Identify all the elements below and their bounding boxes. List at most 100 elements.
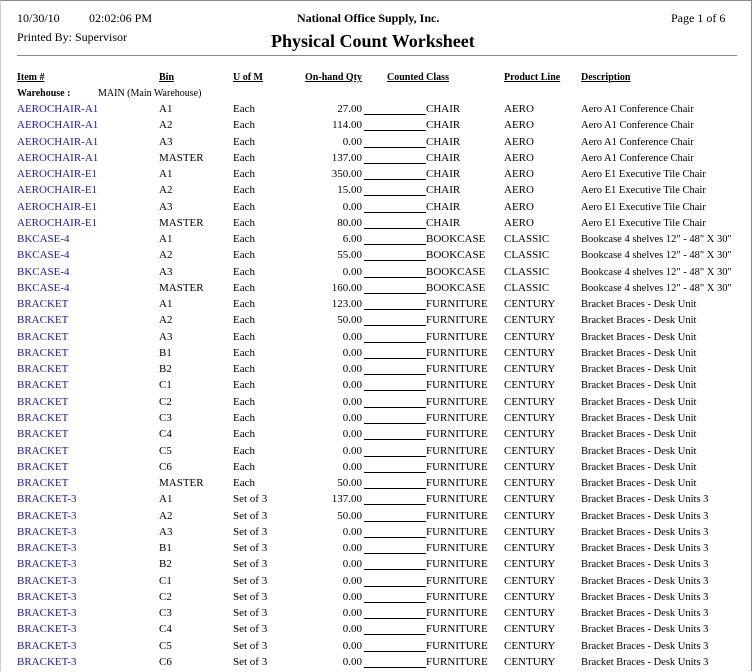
count-blank (364, 504, 426, 506)
product-line: CENTURY (504, 346, 556, 359)
count-blank (364, 341, 426, 343)
counted-class: FURNITURE (426, 314, 488, 327)
product-line: CENTURY (504, 363, 556, 376)
unit-of-measure: Each (233, 265, 255, 278)
item-number: BRACKET-3 (17, 525, 77, 538)
count-blank (364, 488, 426, 489)
product-line: AERO (504, 216, 534, 229)
item-number: AEROCHAIR-E1 (17, 216, 98, 229)
unit-of-measure: Each (233, 135, 255, 148)
bin: A3 (159, 330, 173, 343)
item-number: BRACKET (17, 460, 69, 473)
product-line: CENTURY (504, 330, 556, 343)
product-line: CLASSIC (504, 265, 550, 278)
bin: C1 (159, 574, 172, 587)
item-number: BRACKET-3 (17, 509, 77, 522)
on-hand-qty: 0.00 (342, 135, 362, 148)
bin: A2 (159, 249, 173, 262)
product-line: CENTURY (504, 428, 556, 441)
on-hand-qty: 0.00 (342, 330, 362, 343)
bin: A2 (159, 509, 173, 522)
product-line: CENTURY (504, 493, 556, 506)
count-blank (364, 357, 426, 359)
count-blank (364, 650, 426, 652)
counted-class: FURNITURE (426, 477, 488, 489)
unit-of-measure: Set of 3 (233, 655, 268, 668)
count-blank (364, 130, 426, 132)
item-number: BRACKET-3 (17, 623, 77, 636)
item-number: BRACKET (17, 314, 69, 327)
counted-class: FURNITURE (426, 623, 488, 636)
description: Bracket Braces - Desk Unit (581, 478, 697, 489)
unit-of-measure: Set of 3 (233, 493, 268, 506)
bin: A3 (159, 265, 173, 278)
count-blank (364, 520, 426, 522)
counted-class: CHAIR (426, 119, 461, 132)
count-blank (364, 422, 426, 424)
product-line: AERO (504, 103, 534, 115)
bin: C3 (159, 411, 172, 424)
product-line: CENTURY (504, 298, 556, 311)
column-header: U of M (233, 72, 263, 83)
counted-class: CHAIR (426, 200, 461, 213)
unit-of-measure: Set of 3 (233, 623, 268, 636)
on-hand-qty: 0.00 (342, 444, 362, 457)
counted-class: BOOKCASE (426, 249, 486, 262)
column-header: Item # (17, 72, 45, 83)
unit-of-measure: Set of 3 (233, 639, 268, 652)
unit-of-measure: Each (233, 168, 255, 180)
bin: C4 (159, 623, 172, 636)
count-blank (364, 439, 426, 441)
unit-of-measure: Set of 3 (233, 607, 268, 620)
product-line: CENTURY (504, 509, 556, 522)
bin: A1 (159, 168, 173, 180)
item-number: BRACKET-3 (17, 639, 77, 652)
on-hand-qty: 350.00 (331, 168, 362, 180)
item-number: BRACKET-3 (17, 590, 77, 603)
counted-class: BOOKCASE (426, 233, 486, 246)
count-blank (364, 569, 426, 571)
bin: A1 (159, 103, 173, 115)
company-name: National Office Supply, Inc. (297, 11, 440, 25)
description: Bracket Braces - Desk Unit (581, 429, 697, 441)
count-blank (364, 146, 426, 148)
bin: C4 (159, 428, 172, 441)
item-number: AEROCHAIR-A1 (17, 119, 99, 132)
item-number: BRACKET-3 (17, 607, 77, 620)
count-blank (364, 260, 426, 262)
product-line: CENTURY (504, 655, 556, 668)
counted-class: CHAIR (426, 168, 461, 180)
count-blank (364, 406, 426, 408)
bin: MASTER (159, 151, 204, 164)
unit-of-measure: Each (233, 298, 255, 311)
product-line: CENTURY (504, 460, 556, 473)
item-number: BRACKET-3 (17, 558, 77, 571)
product-line: CENTURY (504, 395, 556, 408)
description: Bracket Braces - Desk Unit (581, 299, 697, 311)
count-blank (364, 162, 426, 164)
bin: B2 (159, 558, 172, 571)
description: Bracket Braces - Desk Unit (581, 412, 697, 424)
bin: C1 (159, 379, 172, 392)
on-hand-qty: 6.00 (342, 233, 362, 246)
on-hand-qty: 137.00 (331, 493, 362, 506)
counted-class: FURNITURE (426, 574, 488, 587)
item-number: BRACKET-3 (17, 493, 77, 506)
bin: A2 (159, 119, 173, 132)
unit-of-measure: Each (233, 444, 255, 457)
description: Bracket Braces - Desk Units 3 (581, 624, 709, 636)
on-hand-qty: 0.00 (342, 590, 362, 603)
product-line: CENTURY (504, 607, 556, 620)
unit-of-measure: Each (233, 330, 255, 343)
count-blank (364, 374, 426, 376)
product-line: AERO (504, 151, 534, 164)
product-line: CENTURY (504, 379, 556, 392)
unit-of-measure: Set of 3 (233, 574, 268, 587)
unit-of-measure: Each (233, 428, 255, 441)
item-number: BRACKET (17, 363, 69, 376)
unit-of-measure: Set of 3 (233, 590, 268, 603)
product-line: CENTURY (504, 542, 556, 554)
counted-class: FURNITURE (426, 330, 488, 343)
unit-of-measure: Each (233, 477, 255, 489)
on-hand-qty: 137.00 (331, 151, 362, 164)
